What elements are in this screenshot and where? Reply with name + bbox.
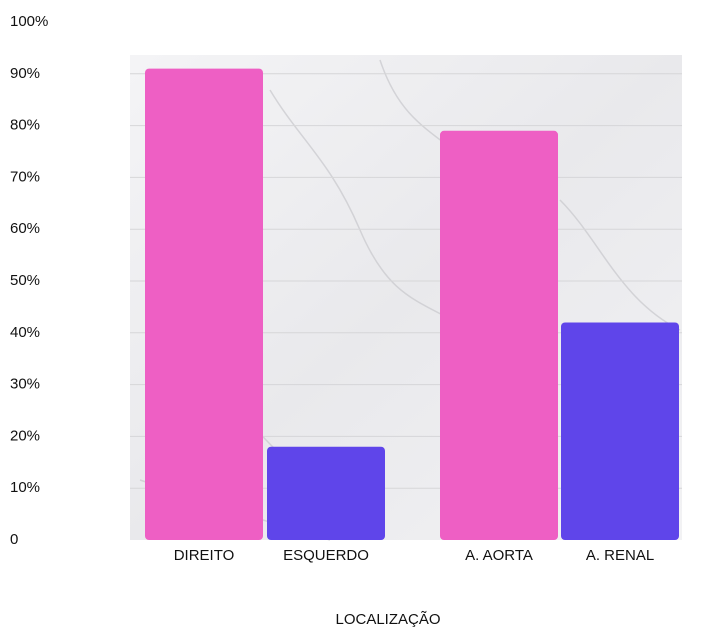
y-tick-label: 90% [10,65,40,82]
y-tick-label: 20% [10,427,40,444]
bar [561,322,679,540]
y-tick-label: 100% [10,13,48,30]
y-tick-label: 10% [10,479,40,496]
y-tick-label: 70% [10,168,40,185]
bar [267,446,385,540]
bar [440,130,558,540]
bar [145,68,263,541]
y-tick-label: 50% [10,272,40,289]
x-axis-label: LOCALIZAÇÃO [335,611,440,628]
y-tick-label: 30% [10,376,40,393]
y-tick-label: 60% [10,220,40,237]
y-tick-label: 80% [10,117,40,134]
y-tick-label: 40% [10,324,40,341]
x-tick-label: DIREITO [174,547,235,564]
x-tick-label: A. AORTA [465,547,533,564]
x-tick-label: ESQUERDO [283,547,369,564]
x-tick-label: A. RENAL [586,547,654,564]
y-tick-label: 0 [10,531,18,548]
